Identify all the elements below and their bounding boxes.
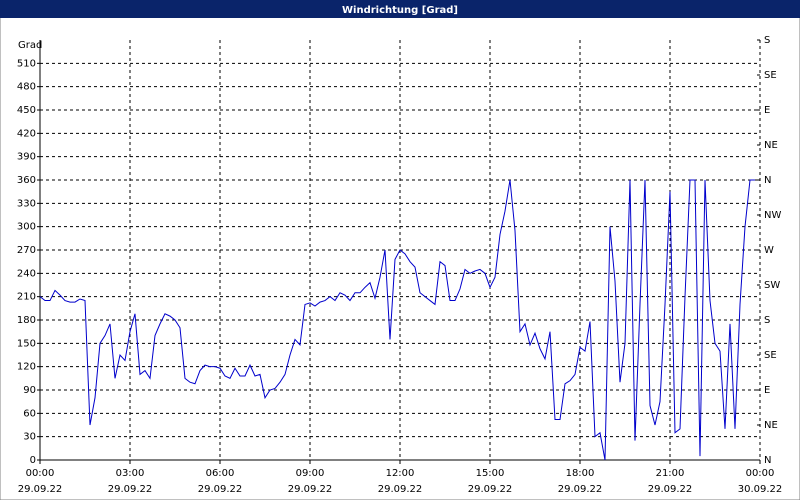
x-tick-label: 06:00 <box>206 468 235 479</box>
y-tick-label: 30 <box>23 432 36 443</box>
x-tick-label: 15:00 <box>476 468 505 479</box>
y2-tick-label: N <box>764 175 771 186</box>
y-tick-label: 120 <box>17 362 36 373</box>
y2-tick-label: E <box>764 105 770 116</box>
x-tick-label: 21:00 <box>656 468 685 479</box>
x-tick-date: 30.09.22 <box>738 484 783 495</box>
y-tick-label: 420 <box>17 128 36 139</box>
y2-tick-label: W <box>764 245 774 256</box>
x-tick-date: 29.09.22 <box>468 484 513 495</box>
y-tick-label: 0 <box>30 455 36 466</box>
y-tick-label: 510 <box>17 58 36 69</box>
x-tick-date: 29.09.22 <box>198 484 243 495</box>
y-tick-label: 180 <box>17 315 36 326</box>
y-tick-label: 300 <box>17 222 36 233</box>
y-tick-label: 90 <box>23 385 36 396</box>
x-tick-label: 09:00 <box>296 468 325 479</box>
y-tick-label: 210 <box>17 292 36 303</box>
x-tick-date: 29.09.22 <box>108 484 153 495</box>
y2-tick-label: S <box>764 35 770 46</box>
chart-title: Windrichtung [Grad] <box>342 5 458 16</box>
x-tick-date: 29.09.22 <box>558 484 603 495</box>
y-tick-label: 270 <box>17 245 36 256</box>
y-tick-label: 240 <box>17 268 36 279</box>
y2-tick-label: NE <box>764 140 778 151</box>
y2-tick-label: NE <box>764 420 778 431</box>
y2-tick-label: E <box>764 385 770 396</box>
x-tick-label: 00:00 <box>746 468 775 479</box>
x-tick-date: 29.09.22 <box>288 484 333 495</box>
y-tick-label: 360 <box>17 175 36 186</box>
y-tick-label: 60 <box>23 408 36 419</box>
y-tick-label: 150 <box>17 338 36 349</box>
y2-tick-label: S <box>764 315 770 326</box>
y-tick-label: 480 <box>17 82 36 93</box>
x-tick-date: 29.09.22 <box>18 484 63 495</box>
x-tick-label: 03:00 <box>116 468 145 479</box>
x-tick-date: 29.09.22 <box>648 484 693 495</box>
y-tick-label: 330 <box>17 198 36 209</box>
title-bar <box>0 0 800 18</box>
y2-tick-label: NW <box>764 210 781 221</box>
y-axis-label: Grad <box>18 40 42 51</box>
y2-tick-label: SE <box>764 70 777 81</box>
x-tick-label: 00:00 <box>26 468 55 479</box>
x-tick-label: 18:00 <box>566 468 595 479</box>
x-tick-date: 29.09.22 <box>378 484 423 495</box>
data-line <box>39 179 755 461</box>
y2-tick-label: SW <box>764 280 780 291</box>
y2-tick-label: N <box>764 455 771 466</box>
y2-tick-label: SE <box>764 350 777 361</box>
x-tick-label: 12:00 <box>386 468 415 479</box>
y-tick-label: 390 <box>17 152 36 163</box>
y-tick-label: 450 <box>17 105 36 116</box>
